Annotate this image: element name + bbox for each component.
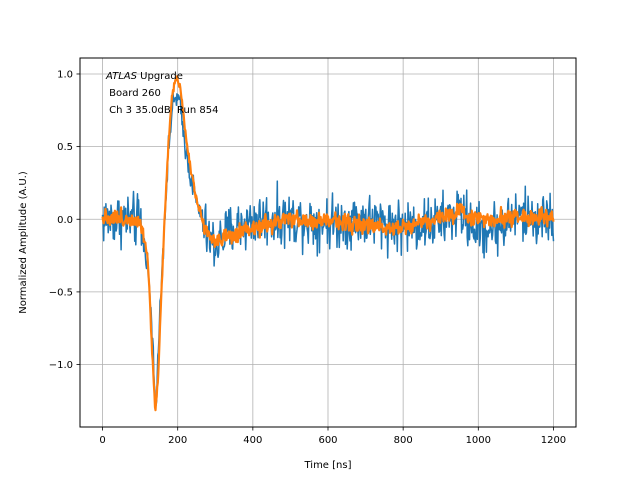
x-tick-label: 0 [99,435,105,446]
x-tick-label: 400 [243,435,262,446]
x-tick-label: 200 [168,435,187,446]
y-tick-label: −0.5 [49,287,73,298]
y-tick-label: 0.0 [57,215,73,226]
annotation-atlas: ATLAS [105,71,138,82]
series-2-line [101,75,555,412]
x-axis-label: Time [ns] [303,460,351,471]
annotation-line-3: Ch 3 35.0dB Run 854 [106,105,219,116]
annotation-upgrade: Upgrade [137,71,183,82]
x-tick-label: 800 [394,435,413,446]
y-tick-label: 0.5 [57,142,73,153]
axis-ticks: 0 200 400 600 800 1000 1200 −1.0 −0.5 0.0 0.5 1.0 [49,69,566,446]
x-tick-label: 1000 [466,435,491,446]
y-tick-label: 1.0 [57,69,73,80]
annotation-line-1: ATLAS Upgrade [105,71,183,82]
annotation-line-2: Board 260 [106,88,161,99]
x-tick-label: 1200 [541,435,566,446]
series-layer [101,75,555,412]
y-axis-label: Normalized Amplitude (A.U.) [18,171,29,314]
y-tick-label: −1.0 [49,360,73,371]
x-tick-label: 600 [318,435,337,446]
